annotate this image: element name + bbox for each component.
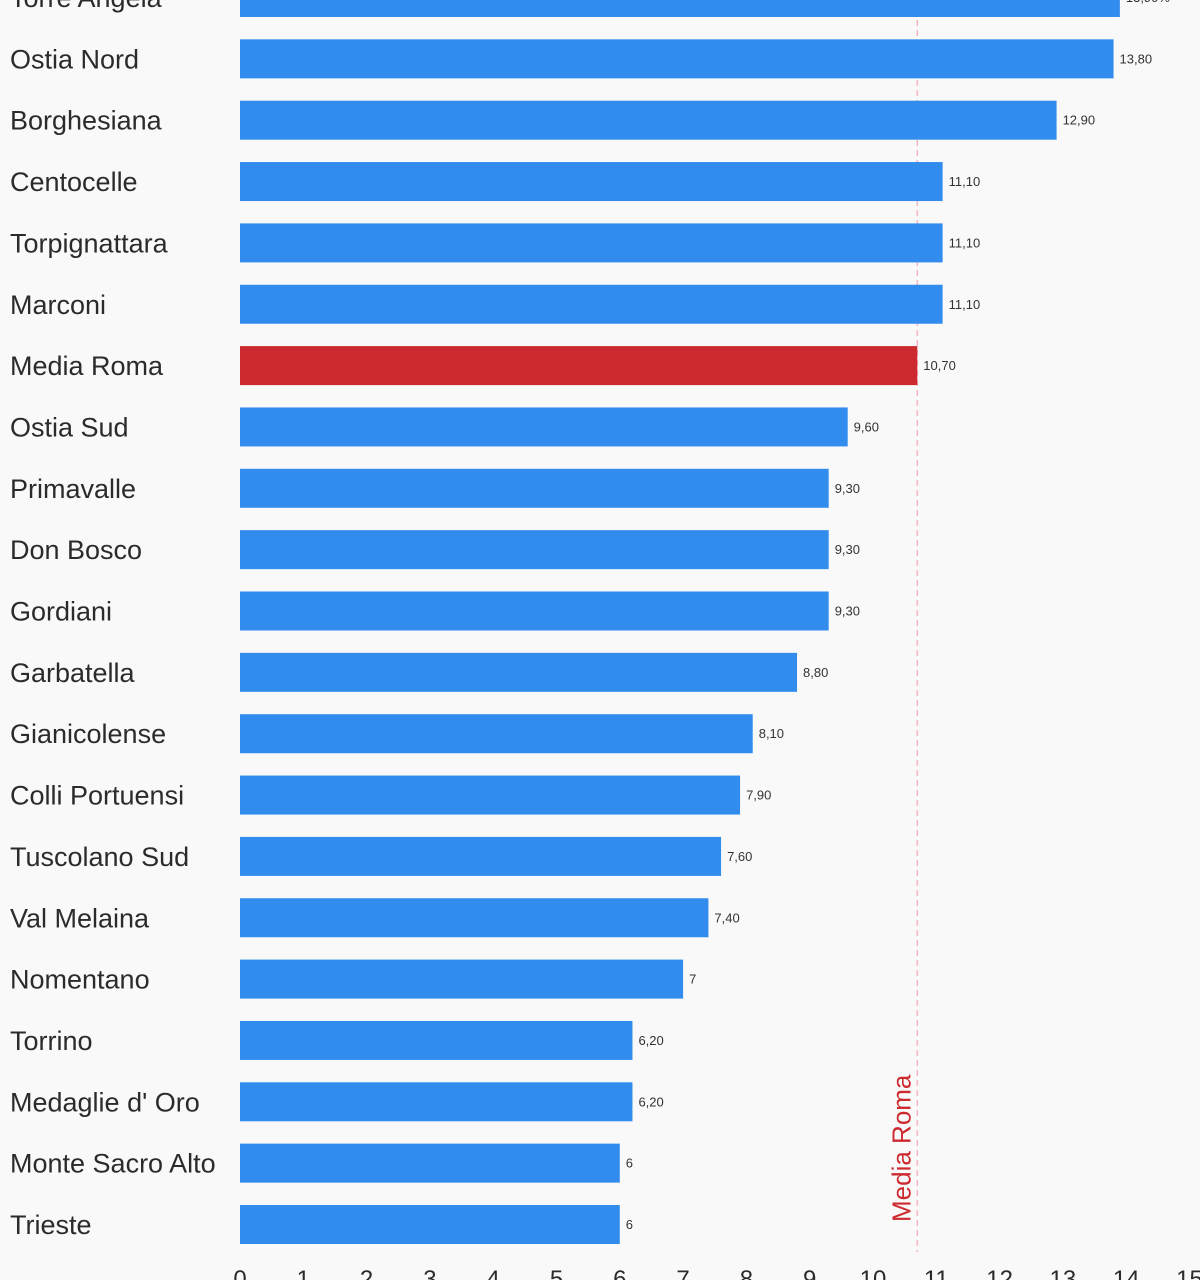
x-axis-ticks: 0 1 2 3 4 5 6 7 8 9 10 11 12 13 14 15	[233, 1266, 1200, 1280]
bar	[240, 714, 753, 754]
category-label: Nomentano	[10, 965, 150, 995]
x-tick-label: 9	[803, 1266, 816, 1280]
bar	[240, 836, 722, 876]
bar	[240, 1205, 620, 1244]
bar	[240, 1020, 633, 1060]
value-label: 9,30	[835, 481, 860, 496]
x-tick-label: 6	[613, 1266, 626, 1280]
value-label: 6	[626, 1156, 633, 1171]
bar	[240, 407, 848, 447]
bar	[240, 1082, 633, 1122]
value-label: 11,10	[949, 235, 981, 250]
x-tick-label: 11	[924, 1266, 949, 1280]
bars-layer	[240, 0, 1120, 1244]
bar	[240, 223, 943, 263]
category-labels: Torre Angela Ostia Nord Borghesiana Centoce…	[10, 0, 216, 1240]
bar	[240, 468, 829, 508]
reference-layer: Media Roma	[886, 0, 919, 1252]
category-label: Primavalle	[10, 474, 136, 504]
x-tick-label: 15	[1176, 1266, 1200, 1280]
value-label: 8,80	[803, 665, 828, 680]
value-label: 10,70	[923, 358, 956, 373]
category-label: Val Melaina	[10, 903, 150, 933]
value-label: 6,20	[638, 1094, 663, 1109]
category-label: Monte Sacro Alto	[10, 1149, 216, 1179]
value-label: 9,60	[854, 419, 879, 434]
bar	[240, 591, 829, 631]
category-label: Torpignattara	[10, 228, 169, 258]
category-label: Garbatella	[10, 658, 136, 688]
category-label: Tuscolano Sud	[10, 842, 189, 872]
value-label: 7,40	[714, 910, 739, 925]
value-label: 7,60	[727, 849, 752, 864]
value-label: 6,20	[638, 1033, 663, 1048]
bar	[240, 959, 684, 999]
x-tick-label: 14	[1113, 1266, 1140, 1280]
reference-line-label: Media Roma	[886, 1074, 916, 1222]
category-label: Trieste	[10, 1210, 92, 1240]
value-label: 12,90	[1063, 113, 1096, 128]
x-tick-label: 8	[740, 1266, 753, 1280]
category-label: Ostia Sud	[10, 412, 129, 442]
x-tick-label: 5	[550, 1266, 563, 1280]
bar	[240, 162, 943, 202]
bar	[240, 775, 741, 815]
category-label: Don Bosco	[10, 535, 142, 565]
category-label: Ostia Nord	[10, 44, 139, 74]
bar	[240, 1143, 620, 1183]
value-label: 9,30	[835, 604, 860, 619]
x-tick-label: 12	[986, 1266, 1013, 1280]
x-tick-label: 10	[860, 1266, 887, 1280]
category-label: Borghesiana	[10, 106, 163, 136]
category-label: Colli Portuensi	[10, 781, 184, 811]
value-label: 13,80	[1120, 51, 1153, 66]
category-label: Medaglie d' Oro	[10, 1087, 200, 1117]
value-label: 9,30	[835, 542, 860, 557]
bar	[240, 530, 829, 570]
value-label: 11,10	[949, 174, 981, 189]
value-label: 6	[626, 1217, 633, 1232]
value-labels: 13,90% 13,80 12,90 11,10 11,10 11,10 10,70 9,60…	[626, 0, 1171, 1232]
bar	[240, 652, 798, 692]
value-label: 8,10	[759, 726, 784, 741]
bar	[240, 39, 1114, 79]
category-label: Torrino	[10, 1026, 93, 1056]
bar	[240, 898, 709, 938]
x-tick-label: 3	[423, 1266, 436, 1280]
x-tick-label: 0	[233, 1266, 246, 1280]
value-label: 11,10	[949, 297, 981, 312]
category-label: Media Roma	[10, 351, 164, 381]
x-tick-label: 13	[1050, 1266, 1077, 1280]
x-tick-label: 7	[676, 1266, 689, 1280]
bar	[240, 100, 1057, 140]
category-label: Gordiani	[10, 597, 112, 627]
category-label: Gianicolense	[10, 719, 166, 749]
value-label: 13,90%	[1126, 0, 1171, 5]
category-label: Centocelle	[10, 167, 138, 197]
bar	[240, 284, 943, 324]
x-tick-label: 4	[487, 1266, 500, 1280]
bar-highlight	[240, 346, 918, 386]
value-label: 7	[689, 972, 696, 987]
category-label: Torre Angela	[10, 0, 163, 13]
x-tick-label: 1	[297, 1266, 310, 1280]
x-tick-label: 2	[360, 1266, 373, 1280]
bar	[240, 0, 1120, 17]
value-label: 7,90	[746, 788, 771, 803]
category-label: Marconi	[10, 290, 106, 320]
